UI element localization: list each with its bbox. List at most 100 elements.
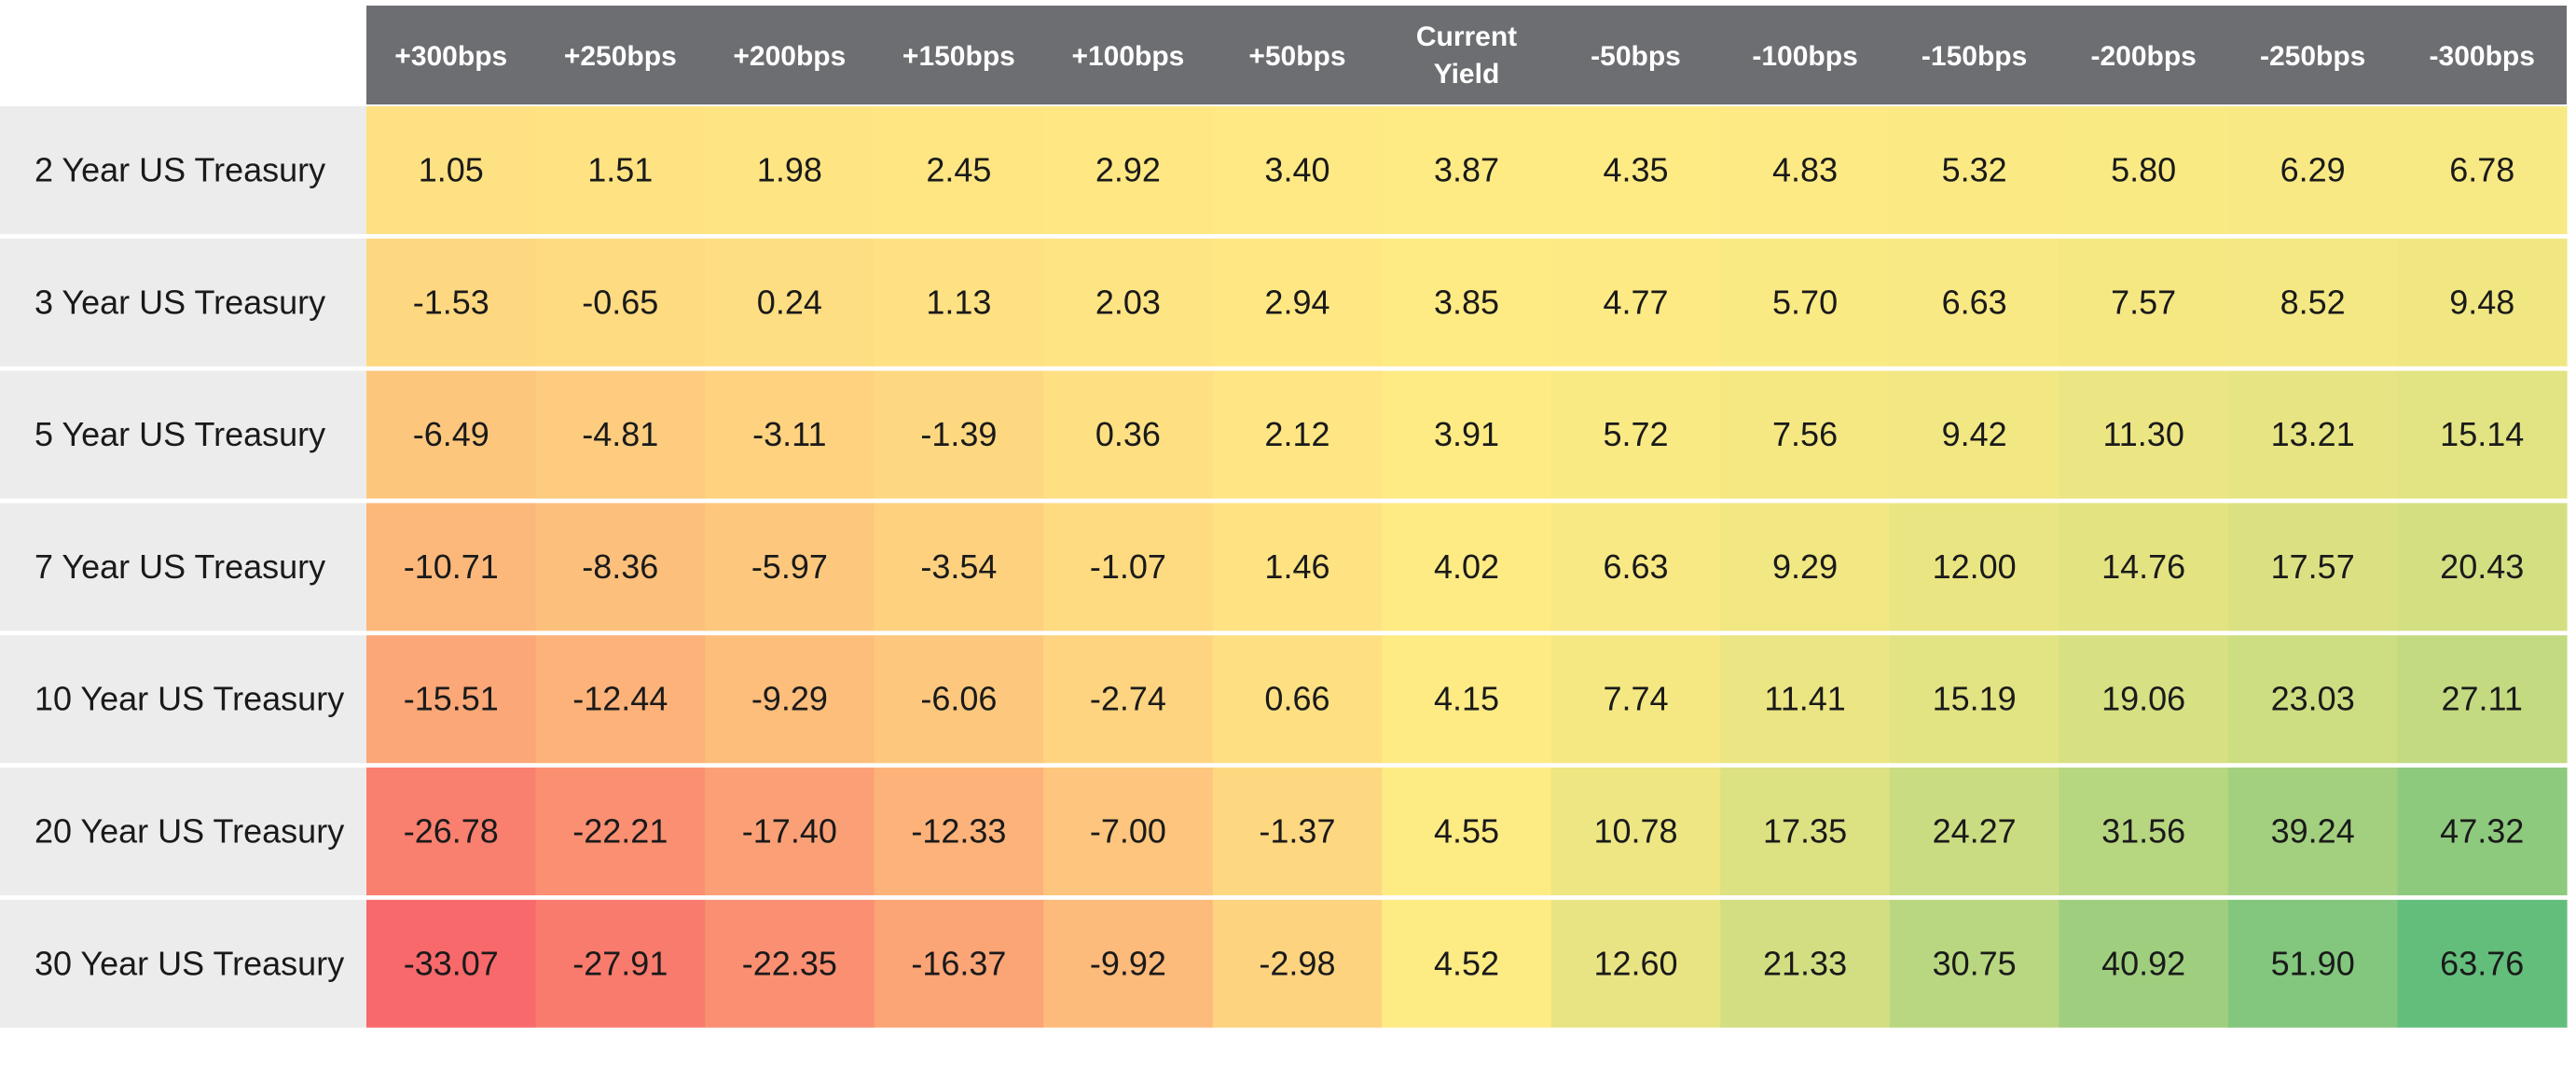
column-header: -100bps	[1752, 41, 1857, 72]
cell-value: -15.51	[404, 680, 499, 718]
heatmap-cell	[874, 238, 1044, 367]
row-label: 2 Year US Treasury	[34, 151, 325, 189]
heatmap-cell	[1382, 635, 1552, 764]
heatmap-cell	[1720, 503, 1891, 631]
heatmap-cell	[1212, 635, 1383, 764]
row-label-cell	[0, 899, 366, 1028]
cell-value: 4.55	[1434, 812, 1499, 851]
heatmap-cell	[1550, 370, 1721, 499]
cell-value: 17.35	[1763, 812, 1847, 851]
heatmap-cell	[366, 635, 537, 764]
cell-value: 2.03	[1095, 283, 1161, 321]
heatmap-cell	[1212, 238, 1383, 367]
heatmap-cell	[535, 370, 706, 499]
cell-value: -0.65	[582, 283, 658, 321]
heatmap-cell	[1550, 899, 1721, 1028]
cell-value: -8.36	[582, 547, 658, 586]
heatmap-cell	[874, 503, 1044, 631]
cell-value: 7.57	[2111, 283, 2176, 321]
heatmap-cell	[2227, 768, 2399, 895]
cell-value: 31.56	[2101, 812, 2185, 851]
cell-value: 0.66	[1264, 680, 1329, 718]
cell-value: -12.33	[911, 812, 1006, 851]
row-label: 5 Year US Treasury	[34, 415, 325, 453]
heatmap-cell	[366, 768, 537, 895]
cell-value: 12.00	[1933, 547, 2017, 586]
heatmap-cell	[2397, 370, 2568, 499]
cell-value: 1.13	[926, 283, 991, 321]
header-band	[366, 6, 2567, 104]
heatmap-cell	[1043, 635, 1214, 764]
heatmap-cell	[1720, 768, 1891, 895]
heatmap-cell	[874, 106, 1044, 234]
cell-value: -22.35	[742, 944, 837, 982]
cell-value: 5.72	[1603, 415, 1668, 453]
cell-value: 2.94	[1264, 283, 1329, 321]
heatmap-cell	[1382, 370, 1552, 499]
cell-value: 39.24	[2271, 812, 2355, 851]
row-label-cell	[0, 768, 366, 895]
cell-value: 3.87	[1434, 151, 1499, 189]
cell-value: 21.33	[1763, 944, 1847, 982]
heatmap-cell	[535, 768, 706, 895]
heatmap-cell	[1720, 238, 1891, 367]
cell-value: 12.60	[1593, 944, 1677, 982]
cell-value: 5.80	[2111, 151, 2176, 189]
cell-value: 6.63	[1942, 283, 2007, 321]
cell-value: 2.12	[1264, 415, 1329, 453]
heatmap-cell	[874, 768, 1044, 895]
heatmap-cell	[1889, 106, 2059, 234]
heatmap-cell	[1382, 238, 1552, 367]
cell-value: 6.63	[1603, 547, 1668, 586]
cell-value: -16.37	[911, 944, 1006, 982]
cell-value: 27.11	[2442, 680, 2523, 718]
heatmap-cell	[366, 238, 537, 367]
row-label-cell	[0, 238, 366, 367]
row-label: 7 Year US Treasury	[34, 547, 325, 586]
cell-value: -1.39	[920, 415, 997, 453]
cell-value: -7.00	[1090, 812, 1166, 851]
column-header: -50bps	[1591, 41, 1681, 72]
heatmap-cell	[1212, 370, 1383, 499]
cell-value: 20.43	[2440, 547, 2524, 586]
column-header: +50bps	[1248, 41, 1345, 72]
heatmap-cell	[2397, 899, 2568, 1028]
heatmap-cell	[705, 635, 875, 764]
cell-value: 1.46	[1264, 547, 1329, 586]
row-label-cell	[0, 635, 366, 764]
heatmap-cell	[2059, 899, 2229, 1028]
row-label-cell	[0, 106, 366, 234]
heatmap-cell	[1889, 768, 2059, 895]
cell-value: 47.32	[2440, 812, 2524, 851]
cell-value: -9.29	[751, 680, 828, 718]
cell-value: -2.74	[1090, 680, 1166, 718]
heatmap-cell	[2397, 503, 2568, 631]
column-header: Current Yield	[1416, 21, 1517, 90]
cell-value: 5.32	[1942, 151, 2007, 189]
heatmap-cell	[705, 106, 875, 234]
cell-value: 9.42	[1942, 415, 2007, 453]
cell-value: 4.77	[1603, 283, 1668, 321]
heatmap-cell	[1043, 503, 1214, 631]
heatmap-cell	[1889, 899, 2059, 1028]
cell-value: 6.29	[2280, 151, 2346, 189]
cell-value: 4.35	[1603, 151, 1668, 189]
heatmap-cell	[366, 370, 537, 499]
cell-value: 30.75	[1933, 944, 2017, 982]
heatmap-cell	[1043, 238, 1214, 367]
cell-value: 7.74	[1603, 680, 1668, 718]
row-label-cell	[0, 503, 366, 631]
cell-value: -26.78	[404, 812, 499, 851]
column-header: +300bps	[394, 41, 507, 72]
heatmap-cell	[1382, 768, 1552, 895]
heatmap-cell	[1550, 238, 1721, 367]
heatmap-cell	[874, 370, 1044, 499]
column-header: +200bps	[733, 41, 846, 72]
column-header: -300bps	[2430, 41, 2535, 72]
heatmap-cell	[366, 106, 537, 234]
heatmap-cell	[874, 899, 1044, 1028]
cell-value: -10.71	[404, 547, 499, 586]
cell-value: 1.51	[587, 151, 653, 189]
cell-value: -1.53	[413, 283, 489, 321]
heatmap-cell	[2227, 899, 2399, 1028]
